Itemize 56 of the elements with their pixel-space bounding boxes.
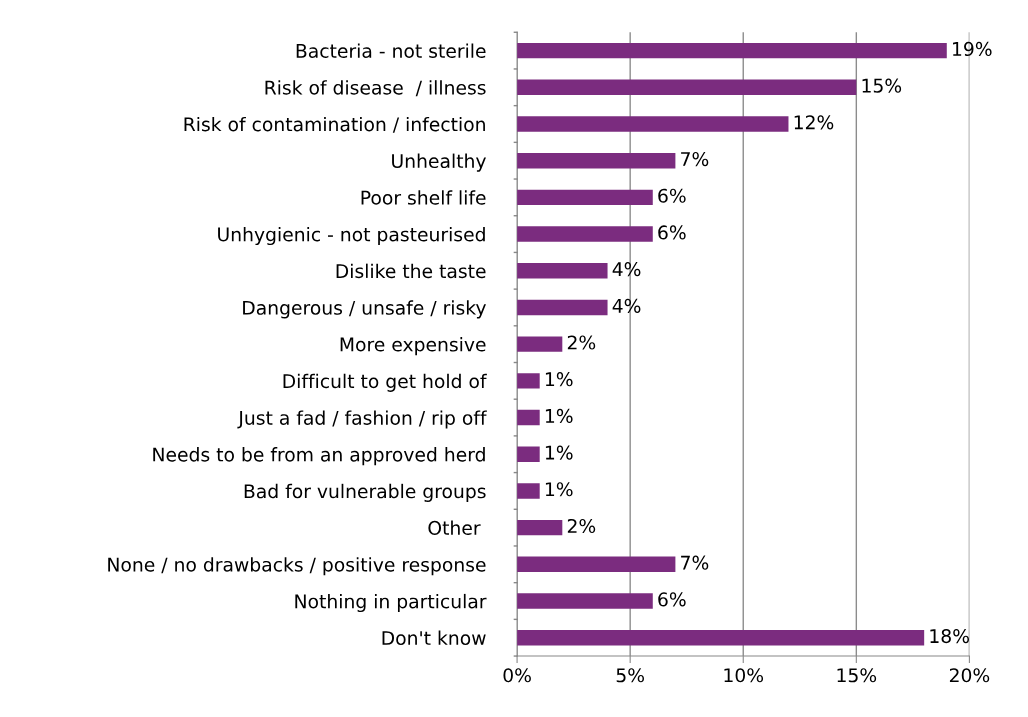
bar: [517, 336, 563, 352]
bar: [517, 152, 676, 169]
data-label: 1%: [545, 408, 573, 423]
bar: [517, 189, 653, 206]
data-label: 18%: [930, 628, 969, 644]
y-tick-label: Dangerous / unsafe / risky: [243, 300, 486, 319]
y-tick-label: Other: [428, 520, 481, 536]
data-label: 12%: [794, 115, 834, 130]
y-tick-label: Poor shelf life: [361, 190, 486, 205]
y-tick-label: Unhygienic - not pasteurised: [218, 226, 485, 246]
data-label: 4%: [612, 262, 641, 277]
x-tick-label: 20%: [949, 668, 990, 683]
y-tick-label: Bacteria - not sterile: [296, 43, 486, 58]
y-tick-label: Dislike the taste: [336, 263, 486, 279]
data-label: 6%: [658, 225, 686, 240]
y-tick-label: Risk of disease / illness: [265, 80, 486, 97]
bar: [517, 556, 676, 573]
y-tick-label: More expensive: [340, 337, 486, 356]
bar: [517, 409, 540, 426]
bar: [517, 373, 540, 389]
bar: [517, 42, 947, 59]
y-tick-label: Risk of contamination / infection: [184, 116, 485, 133]
bar: [517, 483, 540, 499]
y-tick-label: Difficult to get hold of: [283, 373, 487, 392]
bar: [517, 519, 563, 536]
bar: [517, 263, 608, 279]
bar: [517, 226, 653, 242]
x-tick-label: 15%: [837, 668, 877, 683]
y-tick-label: Just a fad / fashion / rip off: [237, 410, 487, 429]
data-label: 6%: [658, 592, 686, 607]
y-tick-label: Bad for vulnerable groups: [244, 483, 486, 502]
data-label: 7%: [681, 555, 709, 570]
data-label: 1%: [545, 372, 573, 387]
data-label: 4%: [612, 298, 641, 313]
y-tick-label: Unhealthy: [392, 153, 486, 172]
data-label: 15%: [862, 78, 902, 93]
data-label: 1%: [545, 482, 573, 497]
data-label: 7%: [681, 151, 709, 167]
data-label: 1%: [545, 445, 573, 460]
x-tick-label: 0%: [503, 668, 531, 683]
bar: [517, 299, 608, 316]
x-tick-label: 10%: [724, 668, 764, 683]
data-label: 19%: [953, 41, 992, 57]
y-tick-label: Nothing in particular: [295, 593, 487, 613]
y-tick-label: Don't know: [382, 630, 486, 646]
data-label: 2%: [567, 335, 596, 350]
bar: [517, 593, 653, 609]
bar: [517, 446, 540, 462]
bar: [517, 79, 857, 96]
bar: [517, 116, 789, 132]
x-tick-label: 5%: [616, 668, 644, 683]
bar: [517, 630, 925, 646]
data-label: 6%: [658, 188, 686, 203]
y-tick-label: None / no drawbacks / positive response: [108, 557, 486, 576]
y-tick-label: Needs to be from an approved herd: [153, 447, 485, 466]
data-label: 2%: [567, 518, 596, 534]
